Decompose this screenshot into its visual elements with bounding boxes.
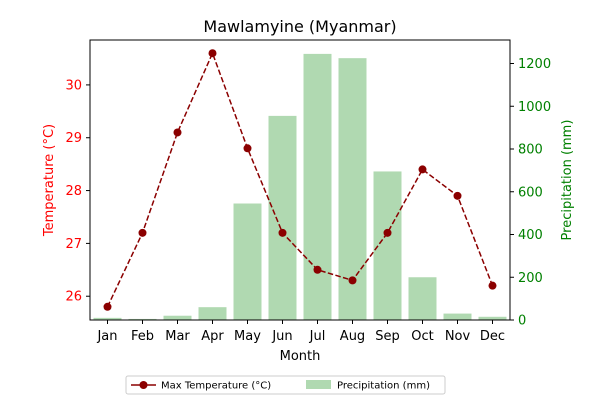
temperature-point-nov [453, 191, 462, 200]
precipitation-bar-mar [163, 315, 192, 320]
x-tick-label: Jul [309, 329, 326, 344]
temperature-point-oct [418, 165, 427, 174]
plot-frame [89, 39, 511, 321]
temperature-point-sep [383, 228, 392, 237]
y-right-tick-label: 800 [518, 143, 543, 158]
x-tick-label: Sep [375, 329, 400, 344]
legend-precipitation-label: Precipitation (mm) [337, 381, 430, 392]
precipitation-bar-feb [128, 318, 157, 320]
temperature-point-jul [313, 265, 322, 274]
y-right-tick-label: 1000 [518, 100, 551, 115]
precipitation-bar-may [233, 203, 262, 320]
x-tick-label: Dec [480, 329, 505, 344]
temperature-line [106, 51, 494, 308]
y-right-tick-label: 600 [518, 185, 543, 200]
temperature-point-jun [278, 228, 287, 237]
y-axis-right-title: Precipitation (mm) [560, 120, 575, 241]
legend-temperature-label: Max Temperature (°C) [161, 381, 271, 392]
temperature-point-mar [173, 128, 182, 137]
y-right-tick-label: 400 [518, 228, 543, 243]
y-left-tick-label: 30 [65, 78, 82, 93]
precipitation-bar-oct [408, 277, 437, 320]
y-left-tick-label: 29 [65, 131, 82, 146]
y-left-tick-label: 26 [65, 290, 82, 305]
x-tick-label: Apr [201, 329, 224, 344]
y-right-tick-label: 1200 [518, 57, 551, 72]
x-tick-label: Feb [131, 329, 154, 344]
y-right-tick-label: 200 [518, 271, 543, 286]
temperature-point-may [243, 144, 252, 153]
x-tick-label: May [234, 329, 261, 344]
legend-temperature-marker [139, 381, 148, 389]
x-tick-label: Aug [340, 329, 365, 344]
precipitation-bar-jul [303, 53, 332, 321]
temperature-point-feb [138, 228, 147, 237]
precipitation-bar-jun [268, 115, 297, 320]
y-left-tick-label: 28 [65, 184, 82, 199]
bar-layer [93, 53, 507, 321]
temperature-point-jan [103, 302, 112, 311]
precipitation-bar-aug [338, 58, 367, 320]
precipitation-bar-sep [373, 171, 402, 320]
x-tick-label: Jun [271, 329, 292, 344]
precipitation-bar-apr [198, 307, 227, 320]
y-right-tick-label: 0 [518, 314, 526, 329]
temperature-point-dec [488, 281, 497, 290]
legend-precipitation-swatch [306, 380, 331, 389]
precipitation-bar-jan [93, 317, 122, 320]
legend-box [125, 375, 446, 395]
x-tick-label: Jan [96, 329, 117, 344]
axes-layer: Jan Feb Mar Apr May Jun Jul Aug Sep Oct Nov Dec 26 27… [65, 39, 551, 344]
x-tick-label: Oct [411, 329, 433, 344]
precipitation-bar-nov [443, 313, 472, 320]
temperature-point-aug [348, 276, 357, 285]
x-tick-label: Nov [445, 329, 471, 344]
y-left-tick-label: 27 [65, 237, 82, 252]
x-tick-label: Mar [165, 329, 190, 344]
temperature-point-apr [208, 49, 217, 58]
precipitation-bar-dec [478, 316, 507, 320]
legend: Max Temperature (°C) Precipitation (mm) [125, 375, 446, 395]
line-layer [103, 49, 497, 311]
y-axis-left-title: Temperature (°C) [42, 124, 57, 237]
x-axis-title: Month [280, 349, 321, 364]
chart-title: Mawlamyine (Myanmar) [203, 17, 396, 36]
